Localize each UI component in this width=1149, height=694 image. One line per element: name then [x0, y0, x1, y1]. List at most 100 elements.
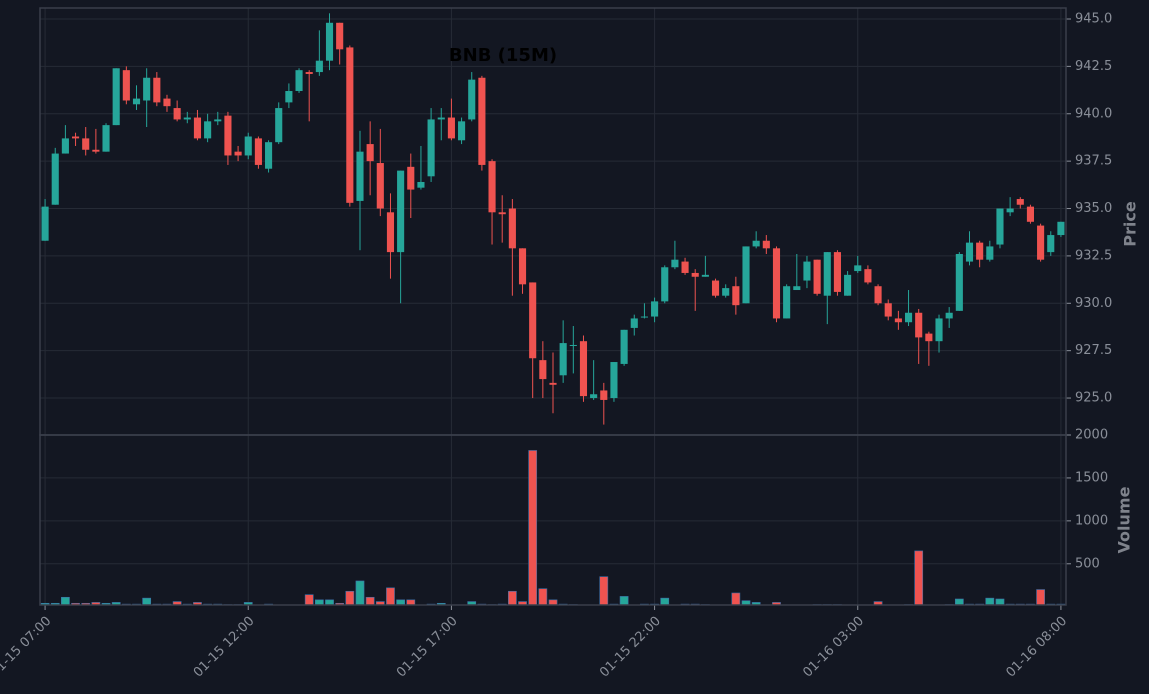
candle-body: [204, 121, 212, 139]
volume-bar: [508, 590, 517, 606]
candle-body: [132, 98, 141, 105]
candle-body: [265, 142, 273, 169]
y-tick-label: 937.5: [1075, 154, 1112, 169]
candle-body: [41, 206, 49, 241]
candle-body: [112, 68, 120, 126]
candle-body: [447, 117, 455, 139]
candle-body: [945, 312, 953, 319]
candle-body: [102, 125, 110, 152]
candle-body: [651, 301, 659, 317]
candle-body: [1047, 235, 1055, 253]
candle-body: [325, 22, 334, 61]
volume-bar: [528, 450, 538, 606]
x-tick-label: 01-16 03:00: [800, 614, 867, 681]
volume-bar: [406, 599, 416, 606]
volume-panel-frame: [39, 434, 1067, 606]
volume-bar: [61, 596, 70, 606]
y-tick-label: 925.0: [1075, 391, 1112, 406]
candle-body: [518, 248, 527, 285]
candle-body: [488, 161, 496, 213]
candle-body: [478, 77, 486, 165]
y-tick-label: 2000: [1075, 428, 1108, 443]
candle-body: [579, 341, 588, 397]
candle-body: [772, 248, 781, 319]
candle-body: [224, 115, 232, 156]
candle-body: [254, 138, 262, 165]
volume-bar: [396, 599, 405, 606]
candle-body: [1057, 221, 1065, 236]
candle-body: [569, 344, 577, 346]
candle-body: [813, 259, 821, 294]
candle-body: [701, 274, 709, 277]
candle-body: [529, 282, 537, 359]
candle-body: [600, 390, 608, 400]
candle-body: [1006, 208, 1014, 213]
candle-body: [539, 360, 547, 380]
x-tick-label: 01-15 17:00: [394, 614, 461, 681]
y-tick-label: 935.0: [1075, 201, 1112, 216]
candle-body: [915, 312, 923, 338]
candle-body: [610, 362, 618, 399]
y-tick-label: 945.0: [1075, 11, 1112, 26]
candle-body: [508, 208, 516, 249]
volume-bar: [325, 599, 334, 606]
volume-bar: [731, 592, 741, 606]
candle-body: [193, 117, 202, 139]
x-tick-label: 01-15 22:00: [597, 614, 664, 681]
volume-bar: [619, 596, 629, 606]
candle-body: [315, 60, 323, 73]
candle-body: [935, 318, 943, 342]
candle-body: [996, 208, 1004, 245]
candle-body: [762, 240, 770, 249]
candle-body: [71, 136, 80, 139]
candle-body: [976, 242, 984, 260]
volume-bar: [142, 597, 152, 606]
candle-body: [295, 70, 303, 92]
candle-body: [458, 121, 466, 141]
candle-body: [407, 166, 415, 190]
candle-body: [681, 261, 689, 273]
x-tick-label: 01-16 08:00: [1003, 614, 1070, 681]
candle-body: [92, 149, 100, 152]
candle-body: [844, 274, 852, 296]
volume-bar: [914, 550, 924, 606]
candle-body: [366, 144, 374, 162]
candle-body: [356, 151, 364, 201]
candle-body: [143, 77, 151, 101]
candle-body: [153, 77, 161, 103]
candle-body: [833, 252, 841, 292]
volume-bar: [345, 590, 355, 606]
candle-body: [894, 318, 902, 323]
chart-title: BNB (15M): [449, 45, 557, 66]
candle-body: [904, 312, 913, 323]
candle-body: [183, 117, 191, 120]
candle-body: [1016, 199, 1024, 205]
volume-bar: [599, 576, 609, 606]
y-tick-label: 1500: [1075, 470, 1108, 485]
candle-body: [793, 286, 801, 291]
candle-body: [244, 136, 252, 156]
candle-body: [874, 286, 882, 304]
candle-body: [884, 303, 892, 317]
volume-bar: [985, 597, 995, 606]
volume-bar: [660, 597, 670, 606]
volume-bar: [1036, 589, 1045, 606]
candle-body: [732, 286, 740, 306]
x-tick-label: 01-15 12:00: [191, 614, 258, 681]
candle-body: [376, 163, 384, 209]
y-tick-label: 930.0: [1075, 296, 1112, 311]
candle-body: [549, 382, 557, 385]
candle-body: [590, 394, 598, 399]
candle-body: [397, 170, 405, 253]
volume-bar: [304, 594, 314, 606]
volume-bar: [386, 587, 395, 606]
candle-body: [468, 79, 476, 120]
candle-body: [234, 151, 242, 156]
candle-body: [417, 181, 425, 188]
candle-body: [305, 72, 313, 74]
candle-body: [854, 265, 862, 272]
candle-body: [671, 259, 679, 268]
candle-body: [173, 108, 181, 120]
candle-body: [336, 22, 344, 50]
candle-body: [661, 267, 669, 302]
